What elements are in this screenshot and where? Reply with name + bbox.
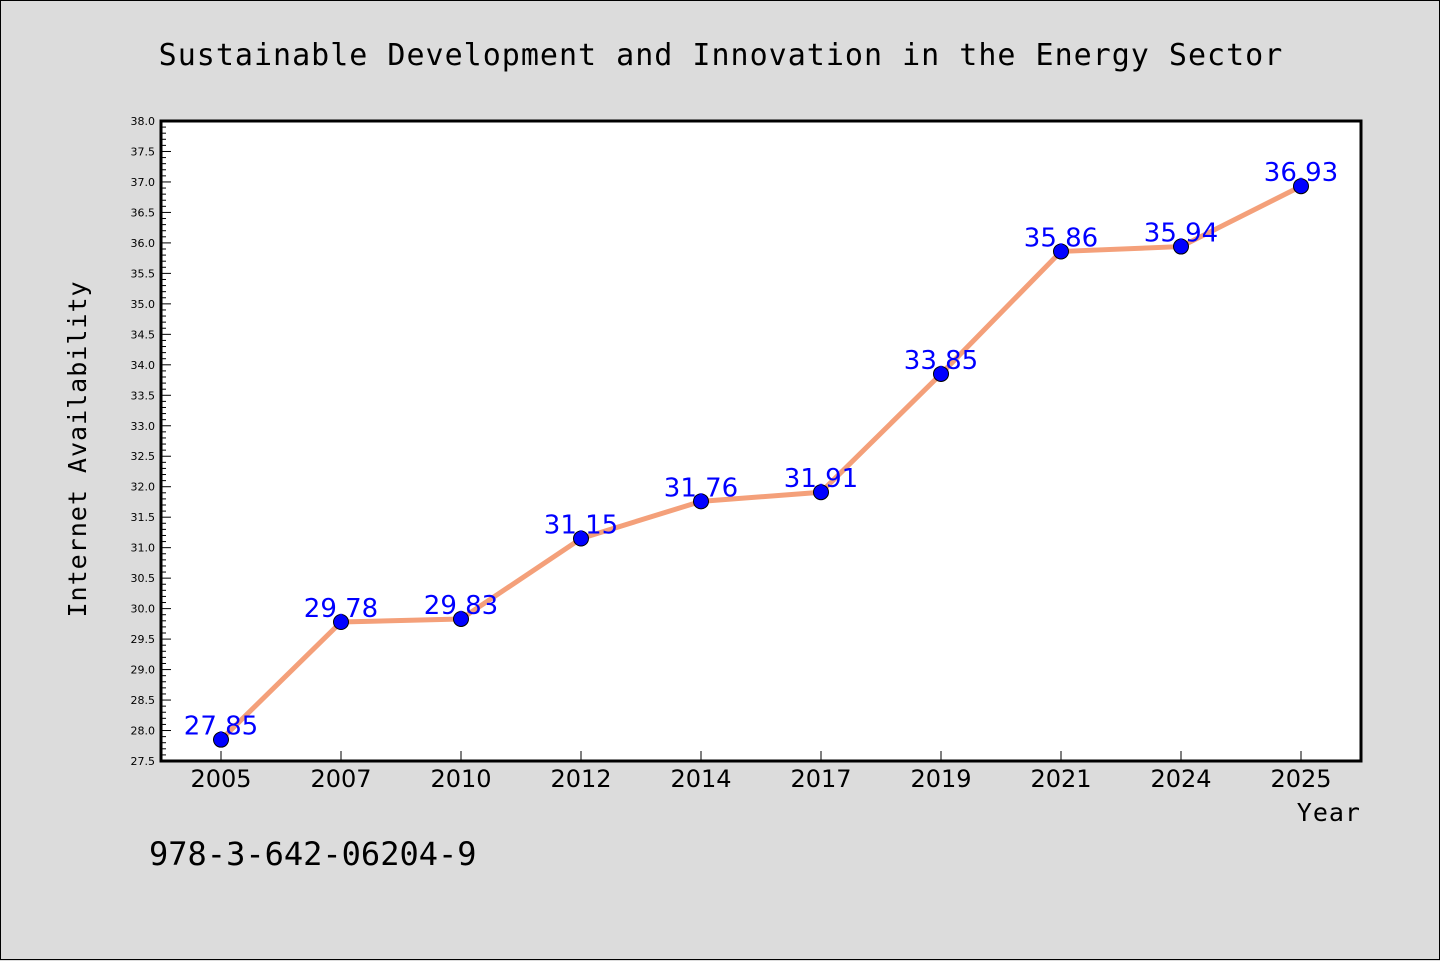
x-tick-label: 2010 <box>430 765 491 793</box>
y-tick-label: 36.0 <box>131 237 156 250</box>
isbn-text: 978-3-642-06204-9 <box>149 835 477 873</box>
y-axis-label: Internet Availability <box>63 280 92 617</box>
y-tick-label: 33.0 <box>131 420 156 433</box>
x-tick-label: 2014 <box>670 765 731 793</box>
series-line <box>218 183 1304 743</box>
data-label: 29.78 <box>304 594 378 624</box>
data-point <box>1293 178 1309 195</box>
data-label: 27.85 <box>184 712 258 742</box>
data-label: 36.93 <box>1264 158 1338 188</box>
data-label: 31.91 <box>784 464 858 494</box>
y-tick-label: 28.0 <box>131 725 156 738</box>
data-point <box>813 484 829 501</box>
data-label: 29.83 <box>424 591 498 621</box>
y-tick-label: 35.0 <box>131 298 156 311</box>
y-tick-label: 34.0 <box>131 359 156 372</box>
x-axis-ticks: 2005 2007 2010 2012 2014 2017 2019 2021 2024 2025 <box>190 751 1332 793</box>
x-tick-label: 2005 <box>190 765 251 793</box>
chart-title: Sustainable Development and Innovation i… <box>159 38 1284 73</box>
x-tick-label: 2012 <box>550 765 611 793</box>
y-tick-label: 28.5 <box>131 694 156 707</box>
y-tick-label: 36.5 <box>131 206 156 219</box>
y-tick-label: 30.0 <box>131 603 156 616</box>
y-tick-label: 31.0 <box>131 542 156 555</box>
data-point <box>213 731 229 748</box>
data-point <box>573 530 589 547</box>
data-point <box>1173 238 1189 255</box>
x-tick-label: 2021 <box>1030 765 1091 793</box>
x-tick-label: 2025 <box>1270 765 1331 793</box>
y-tick-label: 33.5 <box>131 389 156 402</box>
y-tick-label: 32.5 <box>131 450 156 463</box>
y-tick-label: 27.5 <box>131 755 156 768</box>
y-tick-label: 38.0 <box>131 115 156 128</box>
y-tick-label: 37.0 <box>131 176 156 189</box>
markers-layer <box>213 178 1309 748</box>
x-tick-label: 2024 <box>1150 765 1211 793</box>
data-label: 35.86 <box>1024 223 1098 253</box>
y-tick-label: 32.0 <box>131 481 156 494</box>
y-tick-label: 29.5 <box>131 633 156 646</box>
series-layer <box>218 183 1304 743</box>
data-labels-layer: 27.85 29.78 29.83 31.15 31.76 31.91 33.85 35.86… <box>184 158 1338 741</box>
data-point <box>1053 243 1069 260</box>
data-label: 35.94 <box>1144 219 1218 249</box>
y-tick-label: 37.5 <box>131 145 156 158</box>
data-label: 31.76 <box>664 473 738 503</box>
x-axis-label: Year <box>1297 798 1361 827</box>
plot-area <box>159 119 1363 763</box>
y-tick-label: 31.5 <box>131 511 156 524</box>
data-point <box>453 610 469 627</box>
y-axis-ticks: 27.5 28.0 28.5 29.0 29.5 30.0 30.5 31.0 31.5 32.0… <box>131 115 171 768</box>
data-point <box>933 365 949 382</box>
data-point <box>693 493 709 510</box>
data-point <box>333 614 349 631</box>
y-tick-label: 30.5 <box>131 572 156 585</box>
data-label: 31.15 <box>544 511 618 541</box>
x-tick-label: 2019 <box>910 765 971 793</box>
y-tick-label: 35.5 <box>131 267 156 280</box>
y-tick-label: 29.0 <box>131 664 156 677</box>
x-tick-label: 2007 <box>310 765 371 793</box>
x-tick-label: 2017 <box>790 765 851 793</box>
data-label: 33.85 <box>904 346 978 376</box>
y-tick-label: 34.5 <box>131 328 156 341</box>
